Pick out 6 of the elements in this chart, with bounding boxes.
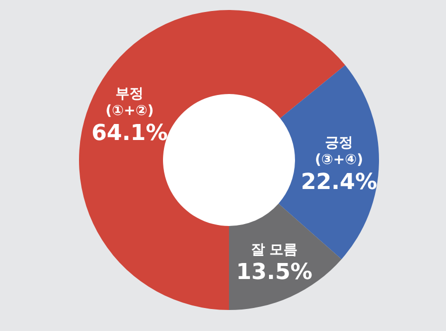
slice-label: 잘 모름 [250,242,298,258]
data-label: 13.5% [236,260,312,285]
data-label: 22.4% [300,170,378,196]
slice-label: 긍정 (③+④) [314,135,364,168]
slice-label: 부정 (①+②) [106,86,154,119]
data-label: 64.1% [91,120,168,146]
